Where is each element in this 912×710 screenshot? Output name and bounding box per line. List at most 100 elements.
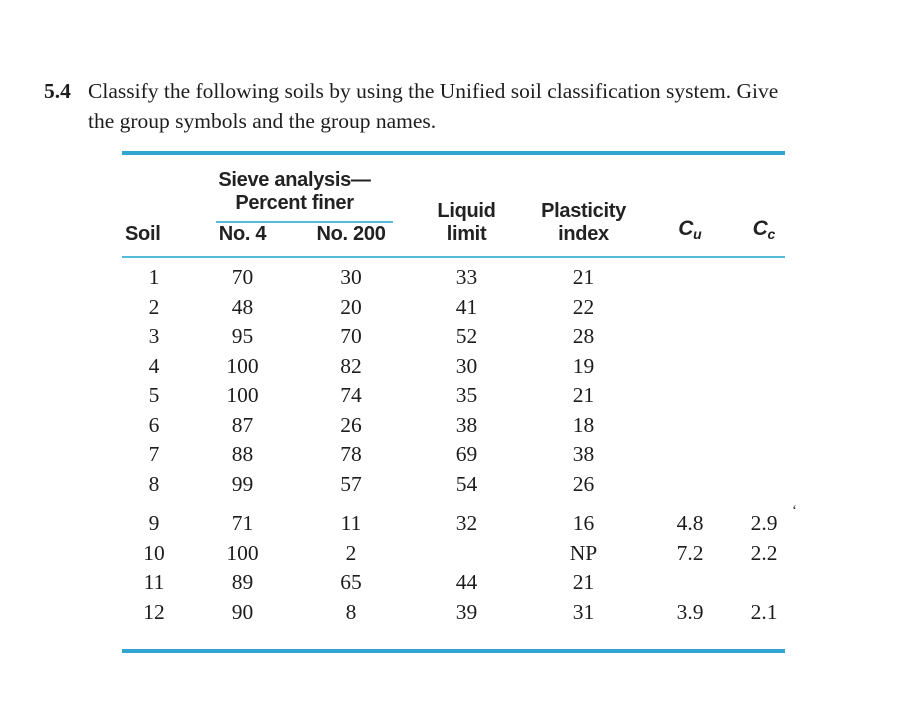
cell-value: 100: [226, 383, 259, 407]
table-row: 4 100 82 30 19: [122, 352, 785, 382]
cell-ll: 32: [403, 499, 530, 539]
cell-no4: 90: [186, 598, 299, 628]
cell-value: 10: [143, 540, 165, 565]
cell-pi: NP: [530, 539, 637, 569]
sieve-group-line-2: Percent finer: [235, 192, 354, 214]
cell-value: 2.1: [750, 599, 778, 624]
cell-pi: 18: [530, 411, 637, 441]
cell-soil: 11: [122, 568, 186, 598]
cell-value: 3.9: [676, 599, 704, 624]
cc-symbol: C: [752, 217, 768, 240]
cell-cc: [743, 293, 785, 323]
cell-ll: 33: [403, 257, 530, 293]
cell-no200: 65: [299, 568, 403, 598]
cell-value: 88: [231, 442, 254, 466]
cell-ll: 38: [403, 411, 530, 441]
cell-ll: [403, 539, 530, 569]
cell-value: 2: [148, 294, 160, 319]
table-row: 12 90 8 39 31 3.9 2.1: [122, 598, 785, 628]
cell-value: 2: [345, 540, 357, 565]
cell-ll: 39: [403, 598, 530, 628]
column-header-cu: Cu: [637, 169, 743, 257]
cell-value: 26: [572, 471, 595, 496]
table-row: 6 87 26 38 18: [122, 411, 785, 441]
problem-statement: 5.4 Classify the following soils by usin…: [44, 76, 874, 136]
cell-value: 87: [231, 412, 254, 437]
cell-pi: 31: [530, 598, 637, 628]
cell-soil: 1: [122, 257, 186, 293]
cell-no4: 95: [186, 322, 299, 352]
cell-pi: 38: [530, 440, 637, 470]
table-row: 5 100 74 35 21: [122, 381, 785, 411]
cell-no4: 100: [186, 381, 299, 411]
cell-no4: 88: [186, 440, 299, 470]
cell-value: 70: [231, 265, 254, 289]
table-row: 1 70 30 33 21: [122, 257, 785, 293]
cell-ll: 69: [403, 440, 530, 470]
cell-cc: [743, 411, 785, 441]
cell-cc: [743, 568, 785, 598]
cell-cu: [637, 470, 743, 500]
table-row: 10 100 2 NP 7.2 2.2: [122, 539, 785, 569]
cu-symbol: C: [678, 217, 694, 240]
cell-cc: [743, 381, 785, 411]
cell-cu: 4.8: [637, 499, 743, 539]
cell-value: 11: [143, 570, 165, 594]
cell-no200: 57: [299, 470, 403, 500]
cell-value: 57: [340, 471, 362, 496]
cell-no4: 100: [186, 539, 299, 569]
cell-soil: 4: [122, 352, 186, 382]
cell-no200: 30: [299, 257, 403, 293]
cell-value: 4.8: [676, 511, 704, 535]
cell-value: 2.2: [750, 540, 778, 565]
cell-value: 2.9: [750, 511, 778, 535]
table-header: Soil Sieve analysis— Percent finer Liqui…: [122, 169, 785, 257]
soil-data-table-wrap: Soil Sieve analysis— Percent finer Liqui…: [122, 151, 797, 653]
cell-value: 22: [572, 294, 595, 319]
table-header-row-group: Soil Sieve analysis— Percent finer Liqui…: [122, 169, 785, 245]
cell-cu: [637, 411, 743, 441]
cell-cu: 7.2: [637, 539, 743, 569]
plasticity-index-line-2: index: [558, 223, 609, 245]
cell-ll: 52: [403, 322, 530, 352]
scan-artifact-mark: ‘: [792, 503, 797, 519]
cell-value: 20: [340, 294, 362, 319]
cell-no200: 8: [299, 598, 403, 628]
cell-cc: [743, 352, 785, 382]
column-header-liquid-limit: Liquid limit: [403, 169, 530, 257]
cell-ll: 30: [403, 352, 530, 382]
table-header-row-sub: No. 4 No. 200: [122, 223, 785, 257]
cell-value: 33: [455, 265, 478, 289]
cell-value: 28: [572, 324, 595, 348]
cell-no200: 70: [299, 322, 403, 352]
column-header-plasticity-index: Plasticity index: [530, 169, 637, 257]
cell-value: 16: [572, 511, 595, 535]
cell-pi: 21: [530, 568, 637, 598]
sieve-group-line-1: Sieve analysis—: [218, 169, 371, 191]
cell-cc: [743, 470, 785, 500]
cell-value: 100: [226, 353, 259, 378]
cell-value: 4: [148, 353, 160, 378]
cell-no4: 87: [186, 411, 299, 441]
cell-value: 21: [572, 265, 595, 289]
cell-cu: [637, 257, 743, 293]
cell-value: 44: [455, 570, 478, 594]
cell-value: 21: [572, 570, 595, 594]
table-row: 11 89 65 44 21: [122, 568, 785, 598]
table-row: 2 48 20 41 22: [122, 293, 785, 323]
cell-value: 35: [455, 383, 478, 407]
cell-no200: 74: [299, 381, 403, 411]
cell-value: 11: [340, 511, 362, 535]
cell-value: 95: [231, 324, 254, 348]
cell-ll: 41: [403, 293, 530, 323]
cu-subscript: u: [693, 226, 702, 242]
cell-cu: [637, 322, 743, 352]
cell-value: 90: [231, 599, 254, 624]
soil-data-table: Soil Sieve analysis— Percent finer Liqui…: [122, 169, 797, 628]
cell-value: 70: [340, 324, 362, 348]
cell-value: 89: [231, 570, 254, 594]
cell-cu: [637, 352, 743, 382]
problem-text-line-1: Classify the following soils by using th…: [88, 79, 779, 103]
cell-soil: 7: [122, 440, 186, 470]
cell-no4: 99: [186, 470, 299, 500]
